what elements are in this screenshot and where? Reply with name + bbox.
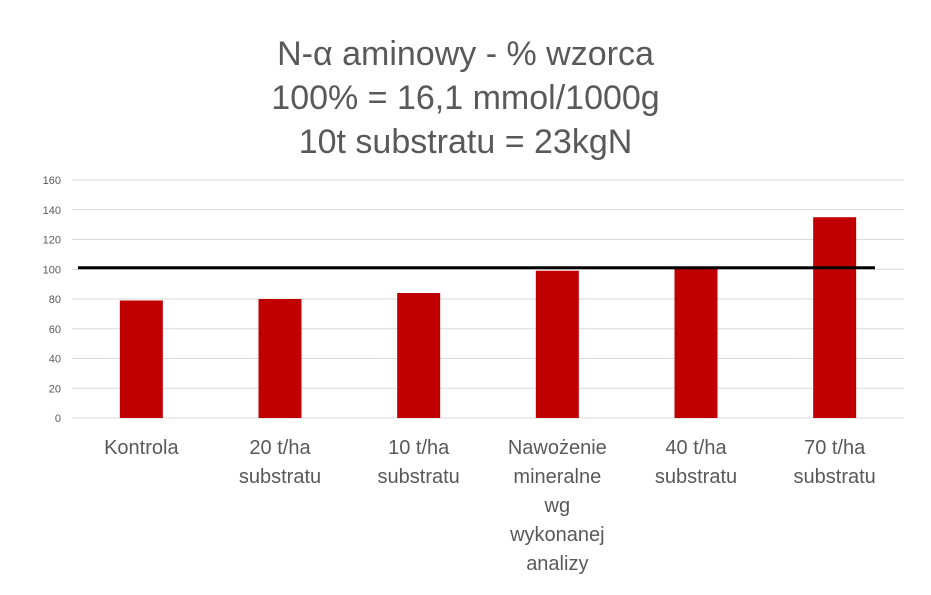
bar [674,267,718,418]
x-tick-label: 40 t/ha substratu [655,437,737,488]
y-tick-label: 120 [43,235,61,247]
title-line-3: 10t substratu = 23kgN [298,123,633,161]
bar [535,270,579,418]
y-tick-label: 60 [49,324,61,336]
bar [813,217,857,418]
y-tick-label: 0 [55,413,61,425]
y-tick-label: 160 [43,175,61,187]
y-tick-label: 40 [49,354,61,366]
y-tick-label: 20 [49,383,61,395]
bar [258,299,302,418]
x-tick-label: Kontrola [104,437,179,459]
y-tick-label: 100 [43,264,61,276]
bar [119,300,163,418]
title-line-1: N-α aminowy - % wzorca [277,35,654,73]
y-tick-label: 80 [49,294,61,306]
x-tick-label: 70 t/ha substratu [794,437,876,488]
x-tick-label: 20 t/ha substratu [239,437,321,488]
title-line-2: 100% = 16,1 mmol/1000g [271,79,660,117]
bar [397,293,441,418]
chart-title: N-α aminowy - % wzorca 100% = 16,1 mmol/… [0,32,931,164]
x-tick-label: 10 t/ha substratu [378,437,460,488]
y-tick-label: 140 [43,205,61,217]
x-tick-label: Nawożenie mineralne wg wykonanej analizy [508,437,607,575]
